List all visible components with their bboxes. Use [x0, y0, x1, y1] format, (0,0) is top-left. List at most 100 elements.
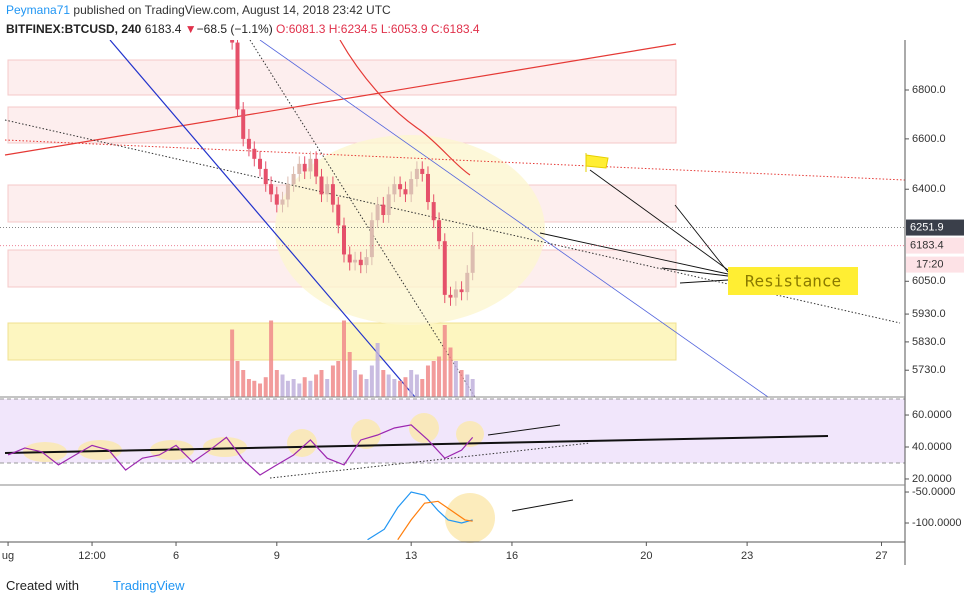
- candle-body: [465, 272, 470, 293]
- close: C:6183.4: [430, 22, 480, 36]
- candle-body: [336, 204, 341, 226]
- y-tick-label: 60.0000: [912, 409, 952, 421]
- y-tick-label: -100.0000: [912, 517, 962, 529]
- candle-body: [347, 254, 352, 263]
- candle-body: [246, 138, 251, 149]
- volume-bar: [358, 374, 363, 397]
- y-tick-label: 5730.0: [912, 364, 946, 376]
- candle-body: [308, 158, 313, 172]
- arrows: [539, 169, 729, 284]
- volume-bar: [347, 352, 352, 397]
- candle-body: [230, 40, 235, 43]
- chart: Resistance ug 12:00 6 9 13 16 20 23 27 5730.0 5830…: [0, 40, 964, 565]
- x-tick-label: 16: [506, 550, 518, 562]
- trend-line: [4, 435, 829, 454]
- brand[interactable]: TradingView: [112, 578, 185, 593]
- volume-bar: [269, 320, 274, 397]
- candle-body: [235, 42, 240, 110]
- rsi-band: [0, 399, 905, 463]
- trend-line: [4, 43, 677, 156]
- candle-body: [448, 294, 453, 298]
- volume-bar: [398, 380, 403, 397]
- candle-body: [431, 202, 436, 221]
- moving-average: [339, 40, 471, 176]
- candle-body: [470, 245, 475, 273]
- candle-body: [269, 184, 274, 195]
- volume-bar: [258, 383, 263, 397]
- candle-body: [297, 163, 302, 174]
- volume-bar: [414, 374, 419, 397]
- highlight: [445, 493, 495, 543]
- x-tick-label: 20: [640, 550, 652, 562]
- volume-bar: [341, 320, 346, 397]
- candle-body: [358, 259, 363, 266]
- candle-body: [341, 225, 346, 255]
- candle-body: [252, 148, 257, 159]
- author[interactable]: Peymana71: [6, 3, 71, 17]
- y-tick-label: 6600.0: [912, 133, 946, 145]
- volume-bar: [263, 377, 268, 397]
- open: O:6081.3: [276, 22, 326, 36]
- candle-body: [263, 168, 268, 185]
- volume-bar: [442, 325, 447, 397]
- byline: Peymana71 published on TradingView.com, …: [6, 3, 391, 17]
- marks: ug 12:00 6 9 13 16 20 23 27 5730.0 5830.0 5930.0 605…: [0, 40, 964, 562]
- y-tick-label: 5830.0: [912, 336, 946, 348]
- x-tick-label: ug: [2, 550, 14, 562]
- volume-bar: [308, 380, 313, 397]
- y-tick-label: 5930.0: [912, 308, 946, 320]
- volume-bar: [336, 361, 341, 397]
- high: H:6234.5: [328, 22, 378, 36]
- oscillator-line: [397, 500, 473, 540]
- x-tick-label: 27: [875, 550, 887, 562]
- drawings: [4, 40, 905, 397]
- candle-body: [302, 163, 307, 172]
- symbol: BITFINEX:BTCUSD, 240: [6, 22, 142, 36]
- volume-bar: [448, 347, 453, 397]
- arrow: [511, 499, 574, 512]
- candle-body: [392, 184, 397, 195]
- candle-body: [420, 168, 425, 174]
- volume-bar: [465, 374, 470, 397]
- change-arrow: ▼: [184, 22, 197, 36]
- volume-bar: [280, 374, 285, 397]
- y-tick-label: 40.0000: [912, 441, 952, 453]
- volume-bar: [392, 379, 397, 397]
- candle-body: [425, 173, 430, 203]
- candle-body: [442, 241, 447, 295]
- x-tick-label: 13: [405, 550, 417, 562]
- x-tick-label: 23: [741, 550, 753, 562]
- candle-body: [364, 257, 369, 266]
- trend-line: [259, 40, 769, 397]
- candle-body: [403, 189, 408, 195]
- trend-line: [109, 40, 416, 397]
- volume-bar: [314, 374, 319, 397]
- volume-bar: [302, 377, 307, 397]
- candle-body: [453, 289, 458, 298]
- volume-bar: [274, 370, 279, 397]
- volume-bar: [230, 329, 235, 397]
- annotation-box: [728, 267, 858, 295]
- rsi-drawings: [4, 413, 829, 479]
- candle-body: [381, 204, 386, 216]
- candle-body: [285, 184, 290, 200]
- zone: [7, 106, 677, 144]
- volume-bar: [235, 361, 240, 397]
- x-tick-label: 12:00: [78, 550, 106, 562]
- price-label: 6251.9: [910, 221, 944, 233]
- candle-body: [241, 109, 246, 139]
- candle-body: [325, 184, 330, 195]
- y-tick-label: 6400.0: [912, 183, 946, 195]
- y-tick-label: 6050.0: [912, 275, 946, 287]
- volume-bar: [437, 356, 442, 397]
- candle-body: [314, 158, 319, 177]
- candle-body: [291, 173, 296, 185]
- zone: [7, 59, 677, 96]
- volume-bar: [420, 379, 425, 397]
- y-tick-label: -50.0000: [912, 486, 955, 498]
- rsi-line: [7, 424, 474, 476]
- candle-body: [398, 184, 403, 190]
- price-label-box: [906, 219, 964, 236]
- candle-body: [319, 176, 324, 195]
